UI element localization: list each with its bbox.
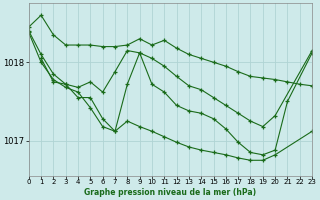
X-axis label: Graphe pression niveau de la mer (hPa): Graphe pression niveau de la mer (hPa) <box>84 188 257 197</box>
